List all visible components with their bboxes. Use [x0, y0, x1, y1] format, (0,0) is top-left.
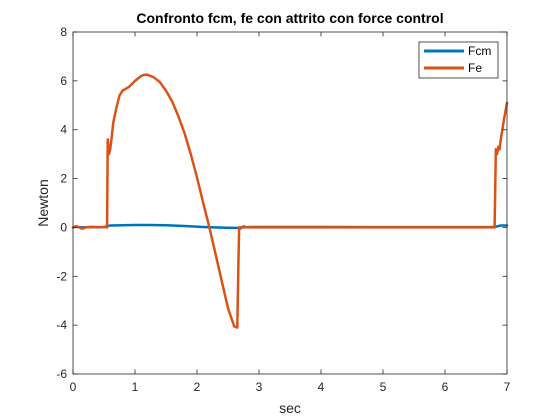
x-tick-label: 4	[318, 380, 325, 394]
y-axis-label: Newton	[35, 179, 51, 226]
x-tick-label: 3	[256, 380, 263, 394]
legend-label-fcm: Fcm	[468, 44, 491, 58]
x-tick-label: 0	[70, 380, 77, 394]
y-tick-label: -2	[56, 269, 67, 283]
y-tick-label: 0	[60, 220, 67, 234]
legend: Fcm Fe	[419, 42, 498, 78]
y-tick-label: 6	[60, 74, 67, 88]
legend-label-fe: Fe	[468, 61, 482, 75]
x-tick-label: 1	[132, 380, 139, 394]
x-tick-label: 6	[442, 380, 449, 394]
y-tick-label: 2	[60, 172, 67, 186]
y-tick-label: -6	[56, 367, 67, 381]
x-axis-label: sec	[279, 400, 301, 416]
plot-area	[73, 32, 507, 374]
x-tick-label: 2	[194, 380, 201, 394]
x-tick-label: 5	[380, 380, 387, 394]
y-tick-label: 8	[60, 25, 67, 39]
y-tick-label: 4	[60, 123, 67, 137]
x-tick-label: 7	[504, 380, 511, 394]
y-tick-label: -4	[56, 318, 67, 332]
chart-title: Confronto fcm, fe con attrito con force …	[136, 10, 443, 26]
